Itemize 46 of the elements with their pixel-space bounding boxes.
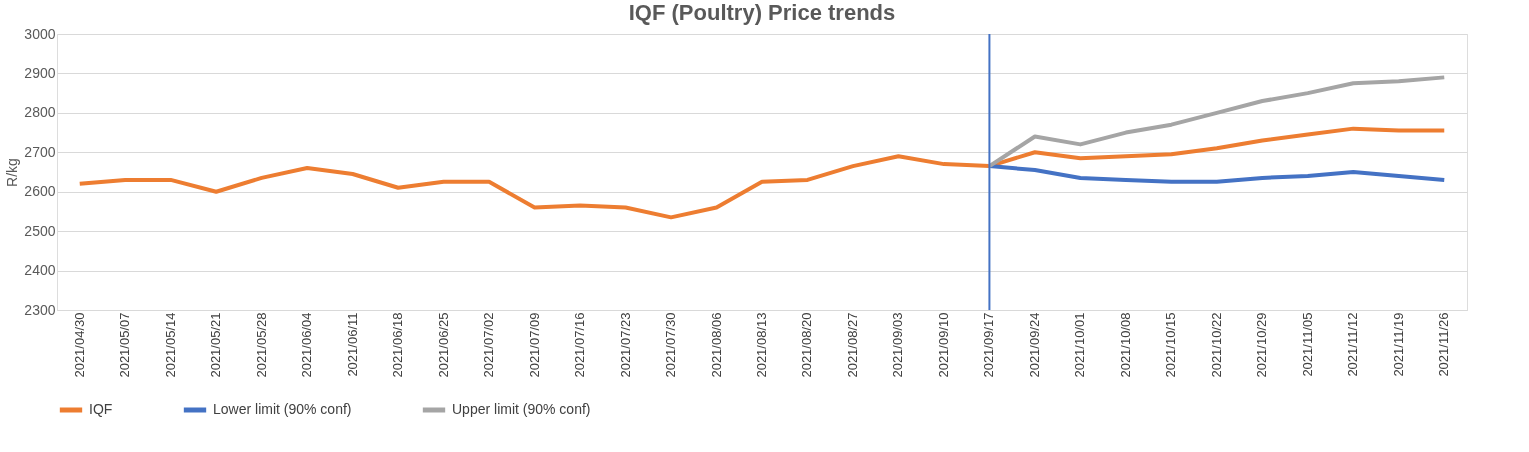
x-tick-label: 2021/11/05 [1299,312,1315,377]
x-tick-label: 2021/09/10 [935,312,951,378]
x-tick-label: 2021/09/24 [1026,312,1042,378]
x-tick-label: 2021/08/06 [708,312,724,378]
x-tick-label: 2021/06/25 [435,312,451,378]
line-series [987,75,1447,169]
x-tick-label: 2021/10/01 [1072,312,1088,378]
x-tick-label: 2021/10/22 [1208,312,1224,378]
y-tick-label: 2900 [24,64,56,81]
x-tick-label: 2021/11/26 [1436,312,1452,377]
legend-label: Upper limit (90% conf) [452,401,591,417]
x-tick-label: 2021/08/20 [799,312,815,378]
y-tick-label: 3000 [24,25,56,42]
y-tick-label: 2600 [24,183,56,200]
y-tick-label: 2700 [24,143,56,160]
x-tick-label: 2021/11/19 [1390,312,1406,377]
y-tick-label: 2400 [24,262,56,279]
y-tick-label: 2800 [24,104,56,121]
x-tick-label: 2021/09/03 [890,312,906,378]
x-tick-label: 2021/07/16 [572,312,588,378]
x-tick-label: 2021/05/07 [117,312,133,378]
x-tick-label: 2021/09/17 [981,312,997,378]
x-tick-label: 2021/06/18 [390,312,406,378]
x-tick-label: 2021/05/21 [208,312,224,378]
chart-title: IQF (Poultry) Price trends [628,0,896,25]
x-tick-label: 2021/08/27 [844,312,860,378]
x-tick-label: 2021/06/11 [344,312,360,377]
y-axis-title: R/kg [4,158,21,187]
y-tick-label: 2500 [24,222,56,239]
x-tick-label: 2021/08/13 [754,312,769,378]
x-tick-label: 2021/07/30 [663,312,679,378]
x-tick-label: 2021/10/15 [1163,312,1179,378]
y-tick-label: 2300 [24,301,56,318]
legend-label: Lower limit (90% conf) [213,401,352,417]
x-tick-label: 2021/07/23 [617,312,633,378]
line-series [77,126,1447,220]
x-tick-label: 2021/07/02 [481,312,497,378]
x-tick-label: 2021/11/12 [1345,312,1361,377]
x-tick-label: 2021/10/29 [1254,312,1270,378]
x-tick-label: 2021/05/14 [162,312,178,378]
x-tick-label: 2021/07/09 [526,312,542,378]
x-tick-label: 2021/06/04 [299,312,315,378]
x-tick-label: 2021/05/28 [253,312,269,378]
legend-label: IQF [89,401,113,417]
x-tick-label: 2021/04/30 [71,312,87,378]
x-tick-label: 2021/10/08 [1117,312,1133,378]
